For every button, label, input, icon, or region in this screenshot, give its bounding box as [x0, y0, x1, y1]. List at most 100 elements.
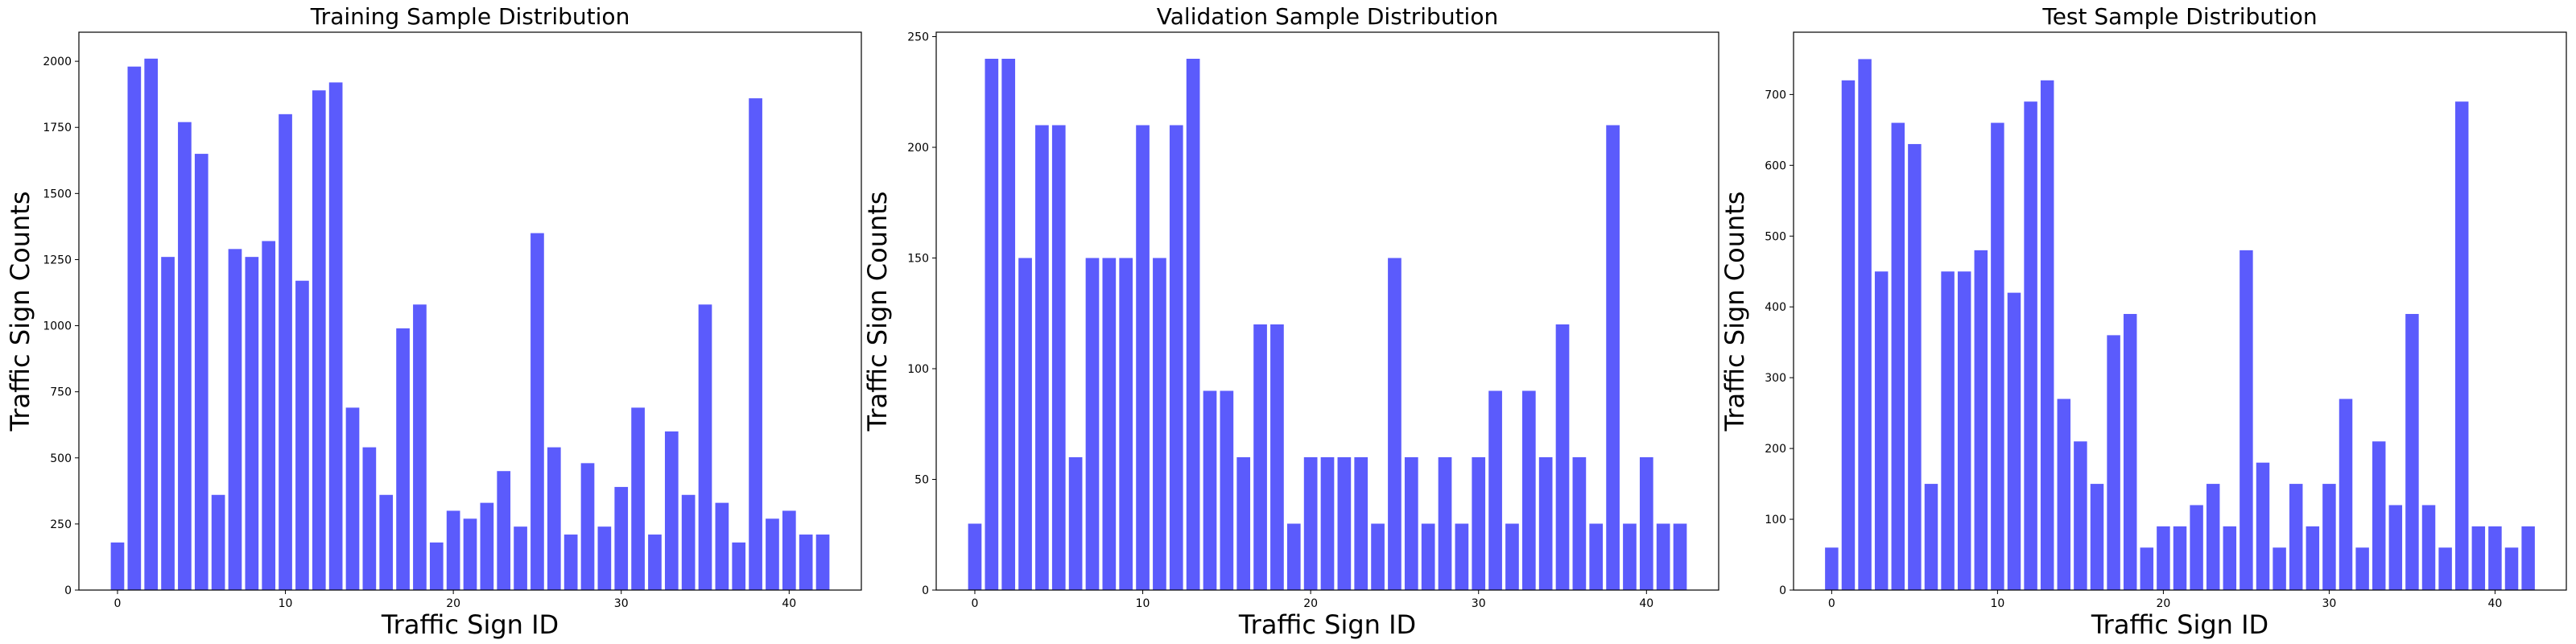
validation-chart-y-ticks: 0 50 100 150 200 250 [907, 31, 936, 597]
test-chart-bar-3 [1874, 271, 1889, 590]
training-chart-bar-22 [480, 502, 494, 590]
validation-chart-bar-38 [1606, 125, 1620, 590]
training-chart-x-tick-label: 30 [614, 597, 629, 610]
validation-chart-bar-17 [1253, 324, 1267, 590]
test-chart-bar-10 [1991, 122, 2004, 590]
training-chart-title: Training Sample Distribution [310, 3, 630, 30]
training-chart-bar-14 [345, 407, 360, 590]
test-chart-bar-15 [2074, 441, 2087, 590]
training-chart-y-tick-label: 250 [50, 518, 72, 531]
training-chart-bar-8 [245, 257, 259, 590]
test-chart-y-tick-label: 100 [1765, 514, 1786, 526]
training-chart-bars [110, 58, 830, 591]
training-chart-y-tick-label: 500 [50, 452, 72, 465]
validation-chart-y-tick-label: 150 [907, 253, 929, 266]
training-chart-x-tick-label: 0 [114, 597, 122, 610]
training-chart-bar-18 [413, 304, 427, 590]
validation-chart-bar-7 [1085, 258, 1100, 590]
validation-chart-bar-36 [1572, 457, 1587, 590]
training-chart-bar-39 [766, 518, 779, 590]
validation-chart-bar-32 [1505, 523, 1519, 590]
test-chart-x-tick-label: 10 [1990, 597, 2004, 610]
validation-chart-bar-14 [1203, 390, 1217, 590]
training-chart-bar-10 [279, 114, 292, 590]
validation-chart-bar-20 [1303, 457, 1318, 590]
training-chart-bar-42 [815, 535, 830, 590]
test-chart-bar-4 [1891, 122, 1905, 590]
test-chart-bar-34 [2388, 505, 2403, 590]
training-chart-x-tick-label: 20 [446, 597, 460, 610]
test-chart-bar-20 [2157, 526, 2170, 590]
test-chart-bar-19 [2140, 547, 2154, 590]
validation-chart-bar-27 [1421, 523, 1435, 590]
validation-chart-bar-31 [1488, 390, 1502, 590]
training-chart-bar-30 [614, 486, 629, 590]
validation-chart-bar-37 [1589, 523, 1604, 590]
test-chart-bar-11 [2007, 292, 2021, 590]
test-chart-y-tick-label: 300 [1765, 372, 1786, 385]
test-chart-bar-33 [2372, 441, 2386, 590]
validation-chart-bar-26 [1404, 457, 1418, 590]
test-chart-bar-2 [1858, 59, 1872, 591]
validation-chart-bar-3 [1018, 258, 1032, 590]
training-chart-bar-34 [681, 494, 696, 590]
test-chart-bar-18 [2123, 314, 2137, 590]
training-chart-y-tick-label: 750 [50, 386, 72, 399]
test-chart-x-tick-label: 40 [2488, 597, 2503, 610]
training-chart-bar-12 [312, 90, 326, 590]
test-chart-bar-23 [2206, 484, 2220, 590]
training-chart-x-ticks: 0 10 20 30 40 [114, 590, 796, 610]
training-chart-bar-17 [396, 328, 410, 590]
test-chart-bar-14 [2057, 398, 2071, 590]
training-chart-bar-9 [262, 241, 276, 590]
validation-chart-bar-21 [1320, 457, 1335, 590]
training-chart-bar-13 [328, 82, 343, 590]
validation-chart: Validation Sample Distribution Traffic S… [862, 3, 1719, 640]
test-chart-bar-41 [2504, 547, 2519, 590]
training-chart-bar-5 [194, 154, 208, 590]
training-chart-bar-1 [127, 66, 142, 590]
training-chart-y-ticks: 0 250 500 750 1000 1250 1500 1750 2000 [43, 56, 79, 597]
training-chart-bar-25 [530, 233, 544, 590]
test-chart-bar-9 [1974, 250, 1988, 590]
validation-chart-bar-10 [1136, 125, 1150, 590]
training-chart-x-tick-label: 40 [782, 597, 796, 610]
validation-chart-bar-19 [1286, 523, 1301, 590]
test-chart-bar-35 [2405, 314, 2419, 590]
validation-chart-bar-39 [1623, 523, 1637, 590]
validation-chart-bar-4 [1035, 125, 1049, 590]
test-chart-bar-39 [2471, 526, 2486, 590]
validation-chart-bar-13 [1186, 59, 1200, 590]
validation-chart-bar-23 [1354, 457, 1368, 590]
training-chart-bar-3 [161, 257, 175, 590]
test-chart-y-tick-label: 600 [1765, 159, 1786, 172]
validation-chart-y-tick-label: 100 [907, 363, 929, 376]
test-chart-title: Test Sample Distribution [2041, 3, 2317, 30]
validation-chart-bar-6 [1068, 457, 1083, 590]
validation-chart-bar-42 [1673, 523, 1687, 590]
validation-chart-bar-9 [1119, 258, 1133, 590]
test-chart-y-tick-label: 200 [1765, 443, 1786, 456]
test-chart-bars [1825, 59, 2535, 591]
validation-chart-bar-1 [985, 59, 999, 590]
test-chart-bar-42 [2521, 526, 2535, 590]
training-chart-bar-21 [463, 518, 477, 590]
test-chart-bar-38 [2454, 101, 2469, 590]
validation-chart-bar-2 [1001, 59, 1016, 590]
training-chart-y-tick-label: 1250 [43, 254, 72, 266]
test-chart-bar-29 [2306, 526, 2320, 590]
test-chart-x-tick-label: 30 [2322, 597, 2336, 610]
test-chart-bar-8 [1957, 271, 1971, 590]
training-chart-bar-37 [732, 542, 746, 590]
training-chart-bar-16 [379, 494, 394, 590]
validation-chart-y-tick-label: 200 [907, 142, 929, 155]
training-chart-bar-0 [110, 542, 125, 590]
validation-chart-bar-8 [1102, 258, 1117, 590]
training-chart-bar-24 [514, 526, 527, 590]
training-chart-bar-20 [446, 510, 460, 590]
test-chart-bar-13 [2040, 80, 2054, 591]
test-chart-x-tick-label: 0 [1828, 597, 1835, 610]
validation-chart-bar-18 [1270, 324, 1284, 590]
validation-chart-bar-33 [1521, 390, 1536, 590]
training-chart-plot-frame [78, 31, 862, 591]
